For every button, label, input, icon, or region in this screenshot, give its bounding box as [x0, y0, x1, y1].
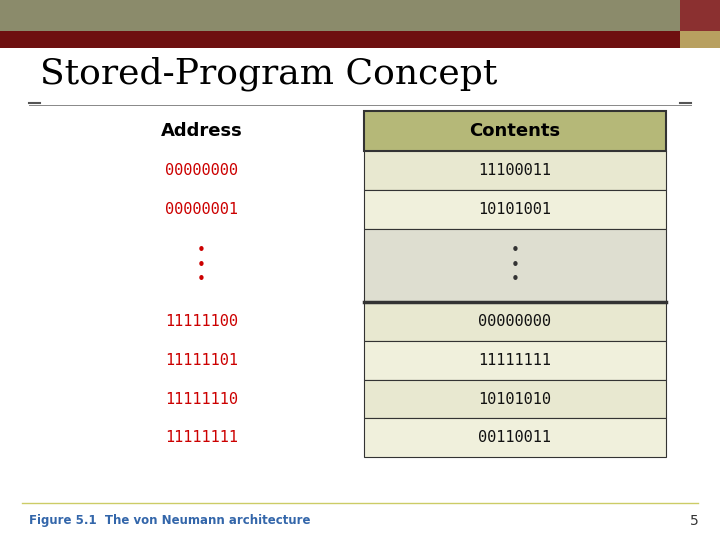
Text: Contents: Contents — [469, 122, 560, 140]
Text: •: • — [197, 258, 206, 273]
Text: 00000000: 00000000 — [478, 314, 552, 329]
Text: Address: Address — [161, 122, 243, 140]
Bar — [0, 0, 680, 31]
Text: 11111110: 11111110 — [165, 392, 238, 407]
Bar — [364, 111, 666, 151]
Bar — [680, 0, 720, 31]
Bar — [364, 341, 666, 380]
Text: •: • — [510, 258, 519, 273]
Text: 10101001: 10101001 — [478, 202, 552, 217]
Text: Stored-Program Concept: Stored-Program Concept — [40, 57, 497, 91]
Bar — [364, 190, 666, 229]
Text: •: • — [197, 273, 206, 287]
Text: 00110011: 00110011 — [478, 430, 552, 445]
Bar — [0, 31, 680, 48]
Bar — [364, 229, 666, 302]
Text: •: • — [197, 244, 206, 258]
Bar — [364, 151, 666, 190]
Text: 11111111: 11111111 — [165, 430, 238, 445]
Bar — [364, 380, 666, 419]
Bar — [680, 31, 720, 48]
Text: 5: 5 — [690, 514, 698, 528]
Bar — [364, 302, 666, 341]
Text: •: • — [510, 244, 519, 258]
Text: 11111111: 11111111 — [478, 353, 552, 368]
Text: 00000000: 00000000 — [165, 163, 238, 178]
Text: 11100011: 11100011 — [478, 163, 552, 178]
Text: 00000001: 00000001 — [165, 202, 238, 217]
Text: 11111100: 11111100 — [165, 314, 238, 329]
Text: Figure 5.1  The von Neumann architecture: Figure 5.1 The von Neumann architecture — [29, 514, 310, 527]
Text: •: • — [510, 273, 519, 287]
Text: 10101010: 10101010 — [478, 392, 552, 407]
Text: 11111101: 11111101 — [165, 353, 238, 368]
Bar — [364, 418, 666, 457]
